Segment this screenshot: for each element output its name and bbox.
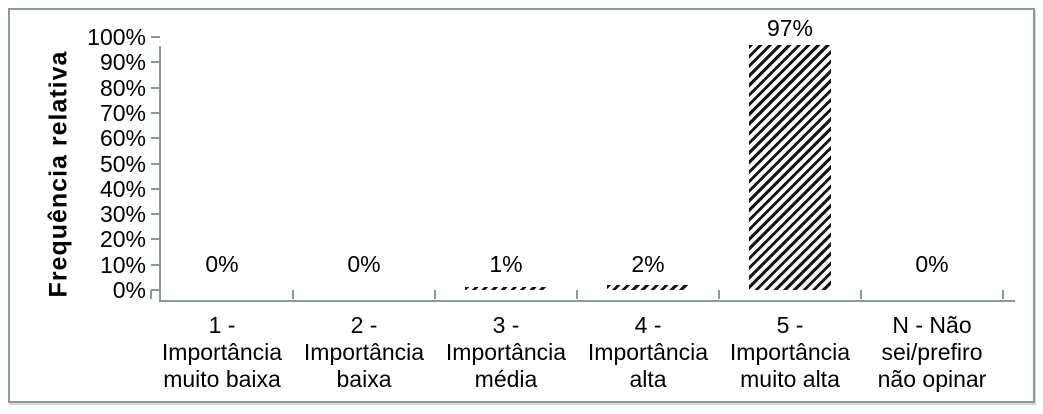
bar (465, 287, 547, 290)
x-tick-mark (434, 290, 436, 299)
x-category-label: 5 - Importância muito alta (729, 312, 851, 392)
x-category-label: 1 - Importância muito baixa (161, 312, 283, 392)
y-tick-mark (151, 289, 160, 291)
chart-frame: Frequência relativa 100% 90% 80% 70% 60% 50% 4… (8, 8, 1035, 403)
y-tick-label: 60% (99, 125, 146, 152)
y-tick-label: 30% (99, 201, 146, 228)
y-tick-mark (151, 238, 160, 241)
y-tick-label: 70% (99, 99, 146, 126)
x-tick-mark (1002, 290, 1004, 299)
bar-value-label: 97% (766, 14, 814, 41)
x-axis-line (159, 300, 1015, 302)
bar (749, 44, 831, 290)
bar-value-label: 2% (631, 251, 665, 277)
y-tick-label: 0% (112, 277, 146, 303)
y-tick-mark (151, 86, 160, 89)
y-tick-label: 90% (99, 49, 146, 76)
y-tick-label: 40% (99, 175, 146, 202)
y-tick-label: 20% (99, 226, 146, 253)
y-tick-mark (151, 137, 160, 140)
x-category-label: 2 - Importância baixa (303, 312, 425, 392)
bar-value-label: 0% (915, 251, 949, 277)
y-tick-mark (151, 162, 160, 165)
x-category-label: 3 - Importância média (445, 312, 567, 392)
x-category-label: 4 - Importância alta (587, 312, 709, 392)
y-tick-mark (151, 61, 160, 64)
x-tick-mark (860, 290, 862, 299)
x-tick-mark (150, 290, 152, 299)
bar-value-label: 0% (205, 251, 239, 277)
bar (607, 284, 689, 290)
y-tick-mark (151, 36, 160, 38)
x-tick-mark (718, 290, 720, 299)
bar-value-label: 1% (489, 251, 523, 277)
y-axis-line (159, 46, 161, 302)
x-tick-mark (292, 290, 294, 299)
x-category-label: N - Não sei/prefiro não opinar (877, 312, 987, 392)
x-tick-mark (576, 290, 578, 299)
y-tick-mark (151, 187, 160, 190)
y-tick-label: 80% (99, 74, 146, 101)
y-tick-label: 100% (87, 24, 146, 50)
bar-value-label: 0% (347, 251, 381, 277)
y-tick-label: 10% (99, 251, 146, 278)
y-tick-mark (151, 111, 160, 114)
y-tick-mark (151, 213, 160, 216)
y-tick-label: 50% (99, 150, 146, 177)
y-tick-mark (151, 263, 160, 266)
